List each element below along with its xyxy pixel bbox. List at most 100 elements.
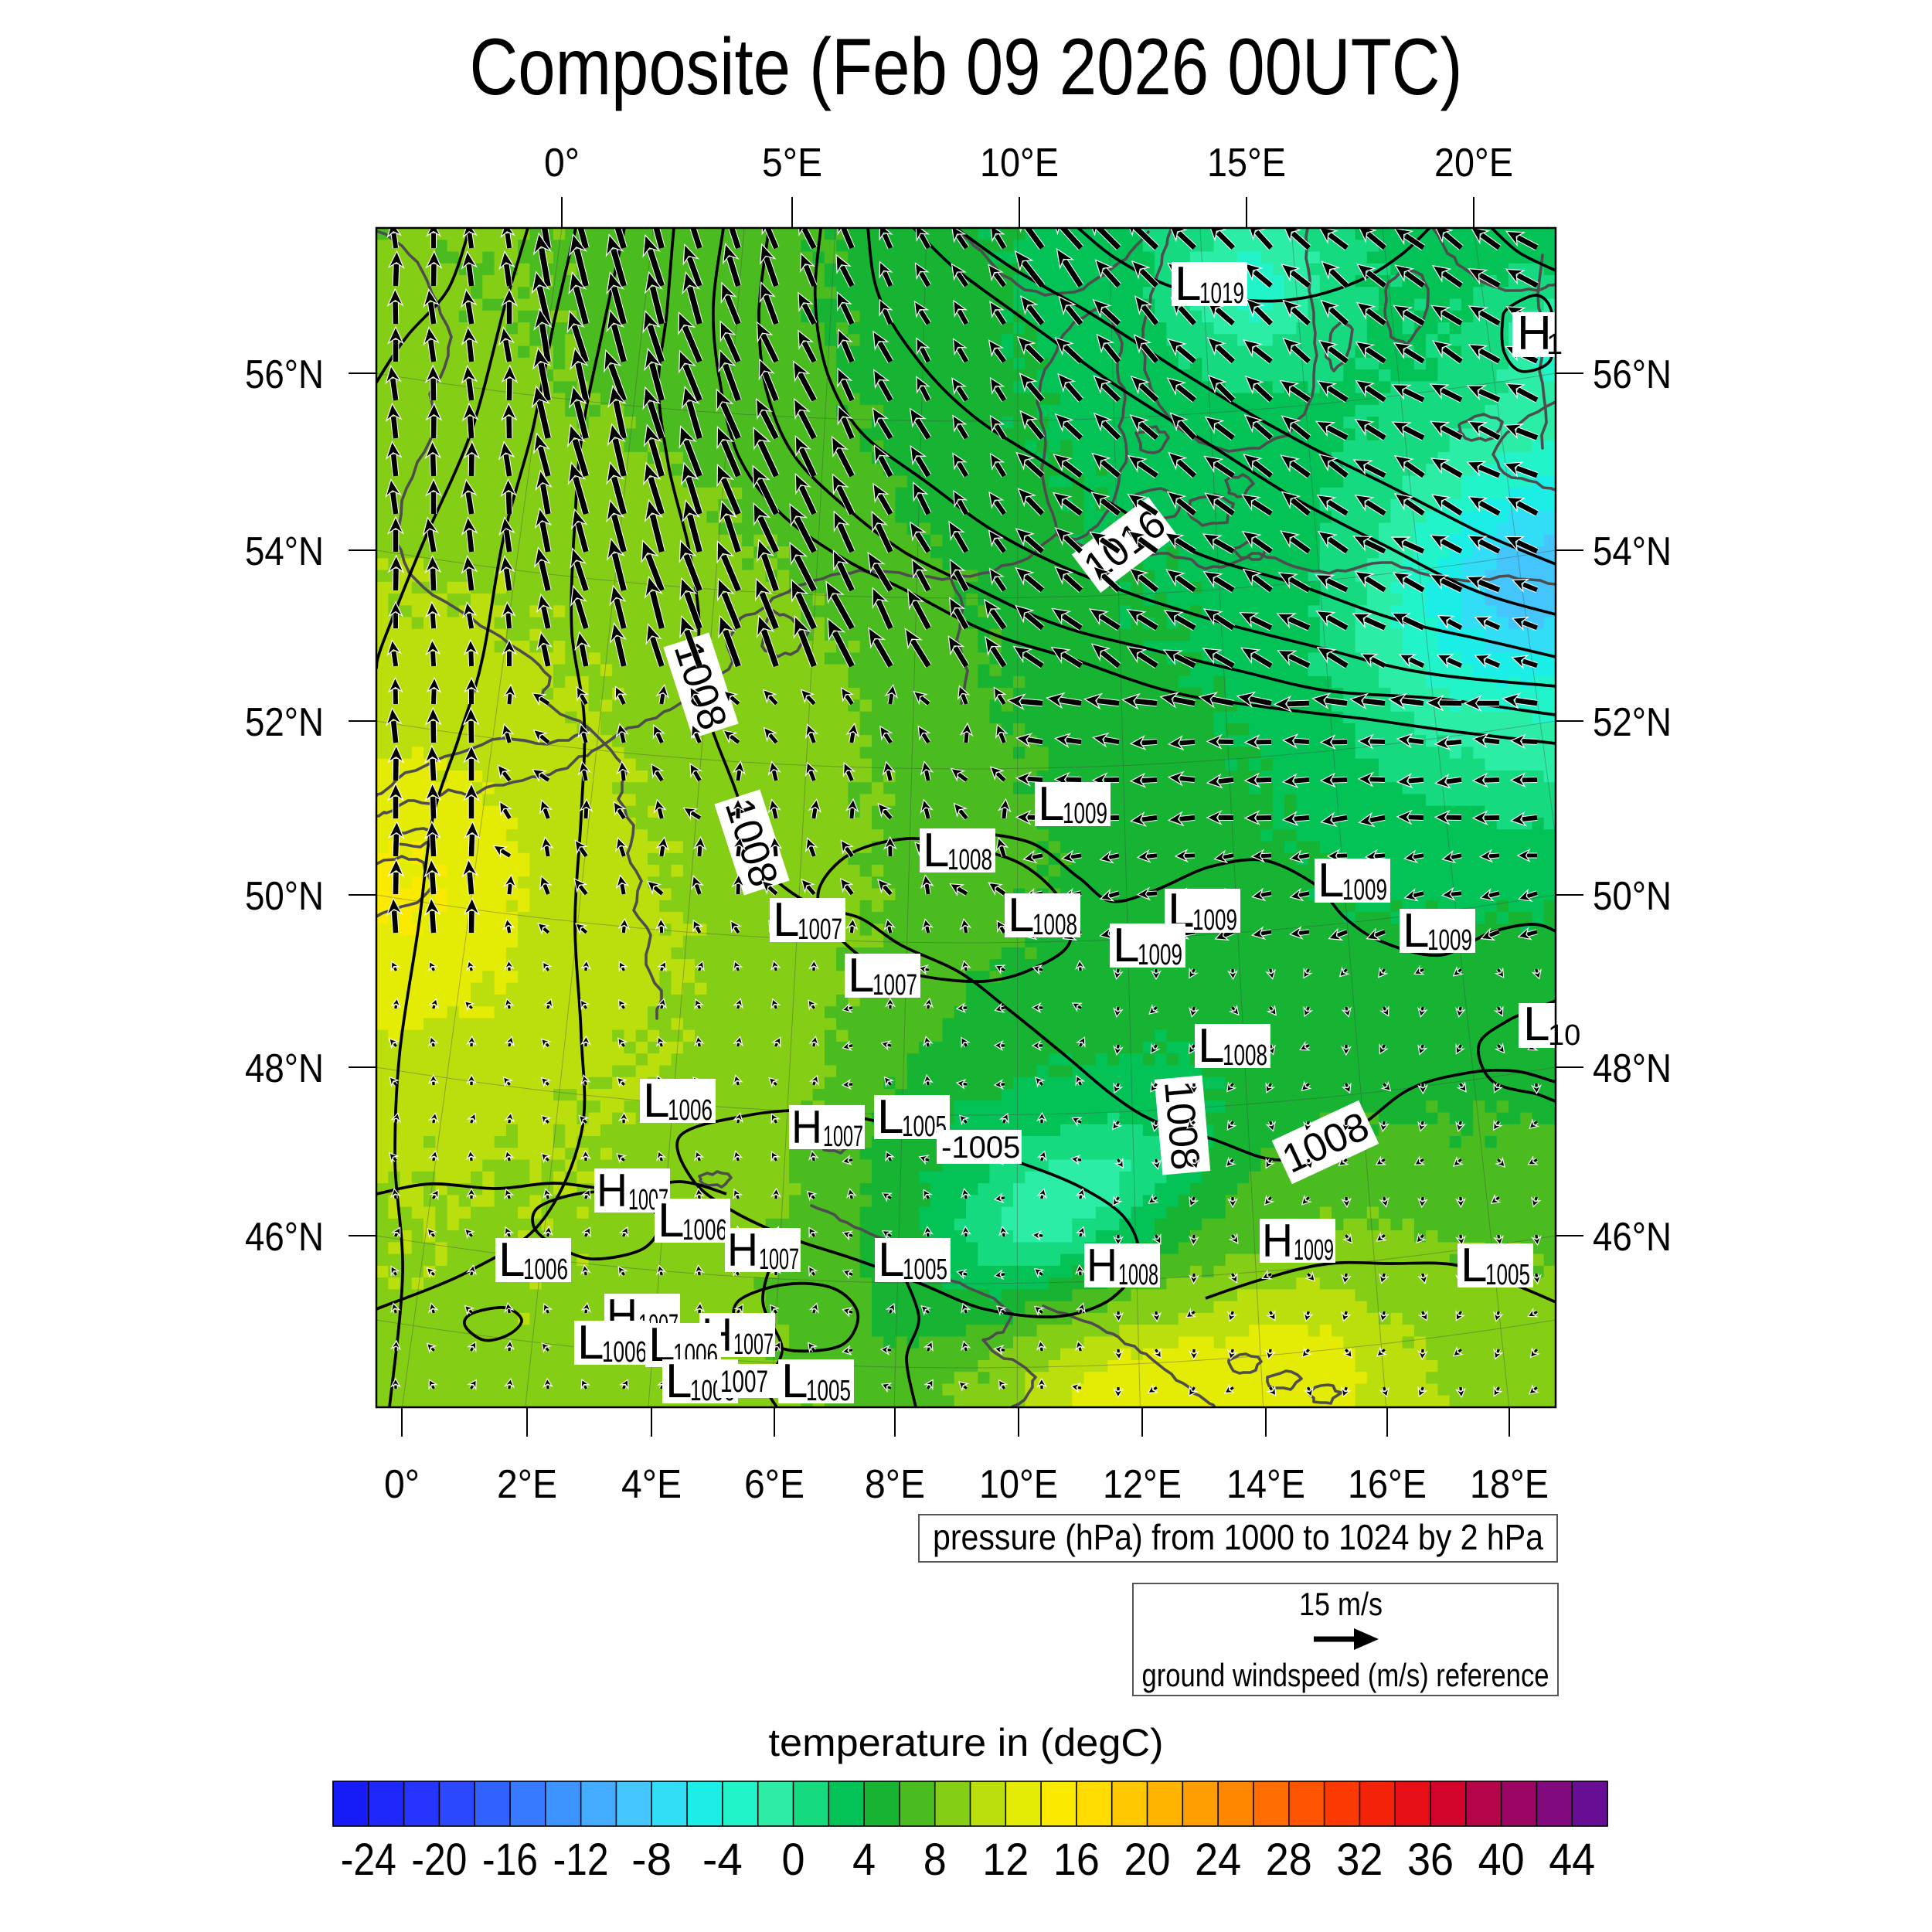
svg-text:15°E: 15°E (1207, 141, 1286, 185)
svg-text:56°N: 56°N (245, 352, 324, 397)
svg-text:12°E: 12°E (1103, 1462, 1182, 1507)
svg-text:1009: 1009 (1138, 939, 1182, 971)
svg-text:H: H (1087, 1240, 1117, 1291)
svg-text:L: L (1318, 854, 1344, 907)
svg-text:48°N: 48°N (1593, 1046, 1672, 1091)
svg-text:12: 12 (982, 1835, 1029, 1885)
svg-text:-1005: -1005 (941, 1131, 1020, 1165)
svg-text:6°E: 6°E (744, 1462, 804, 1507)
svg-text:16: 16 (1053, 1835, 1100, 1885)
svg-text:16°E: 16°E (1348, 1462, 1427, 1507)
svg-text:L: L (773, 893, 799, 947)
svg-text:48°N: 48°N (245, 1046, 324, 1091)
svg-text:1009: 1009 (1063, 798, 1107, 830)
svg-text:-16: -16 (482, 1835, 538, 1885)
svg-text:H: H (791, 1101, 822, 1153)
svg-text:8°E: 8°E (865, 1462, 925, 1507)
svg-text:56°N: 56°N (1593, 352, 1672, 397)
svg-text:L: L (923, 824, 949, 877)
svg-text:1007: 1007 (733, 1328, 774, 1361)
svg-text:-12: -12 (553, 1835, 609, 1885)
svg-text:1007: 1007 (720, 1365, 768, 1399)
svg-text:1005: 1005 (903, 1253, 947, 1286)
svg-text:L: L (577, 1316, 604, 1369)
svg-text:Composite (Feb 09 2026 00UTC): Composite (Feb 09 2026 00UTC) (470, 22, 1463, 112)
svg-text:1008: 1008 (1032, 909, 1077, 941)
svg-text:32: 32 (1336, 1835, 1383, 1885)
svg-text:H: H (1262, 1215, 1293, 1267)
svg-text:50°N: 50°N (245, 874, 324, 919)
svg-text:-20: -20 (411, 1835, 467, 1885)
svg-text:L: L (1113, 919, 1139, 972)
svg-text:1006: 1006 (682, 1214, 727, 1247)
svg-text:L: L (643, 1074, 669, 1128)
svg-text:1008: 1008 (1118, 1259, 1158, 1291)
svg-text:L: L (498, 1233, 525, 1287)
svg-text:L: L (781, 1355, 808, 1408)
svg-text:20°E: 20°E (1434, 141, 1513, 185)
svg-text:H: H (727, 1224, 758, 1276)
svg-text:10: 10 (1548, 1019, 1580, 1052)
svg-text:1007: 1007 (759, 1243, 799, 1276)
svg-text:36: 36 (1407, 1835, 1454, 1885)
svg-text:20: 20 (1124, 1835, 1171, 1885)
svg-text:44: 44 (1549, 1835, 1595, 1885)
svg-text:L: L (1403, 904, 1429, 957)
svg-text:8: 8 (923, 1835, 947, 1885)
svg-text:18°E: 18°E (1470, 1462, 1549, 1507)
svg-text:14°E: 14°E (1226, 1462, 1305, 1507)
svg-text:L: L (878, 1233, 904, 1287)
svg-text:pressure (hPa) from 1000 to 10: pressure (hPa) from 1000 to 1024 by 2 hP… (933, 1517, 1543, 1557)
svg-text:L: L (1523, 998, 1549, 1051)
svg-text:H: H (1517, 307, 1552, 360)
svg-text:40: 40 (1478, 1835, 1525, 1885)
svg-text:50°N: 50°N (1593, 874, 1672, 919)
svg-text:15 m/s: 15 m/s (1299, 1586, 1383, 1622)
svg-text:L: L (1038, 777, 1064, 831)
svg-text:1006: 1006 (523, 1253, 568, 1286)
svg-text:L: L (1461, 1239, 1487, 1292)
svg-text:1006: 1006 (668, 1094, 713, 1127)
svg-text:5°E: 5°E (762, 141, 822, 185)
svg-text:28: 28 (1266, 1835, 1312, 1885)
svg-text:4: 4 (852, 1835, 876, 1885)
svg-text:1008: 1008 (1155, 1079, 1208, 1172)
svg-text:-24: -24 (341, 1835, 396, 1885)
svg-text:0: 0 (782, 1835, 805, 1885)
svg-text:1008: 1008 (947, 844, 992, 876)
svg-text:1007: 1007 (798, 913, 842, 946)
svg-text:1009: 1009 (1192, 904, 1237, 937)
svg-text:1009: 1009 (1294, 1234, 1334, 1267)
svg-text:1006: 1006 (602, 1336, 647, 1369)
svg-text:1008: 1008 (1223, 1039, 1267, 1072)
svg-text:H: H (597, 1165, 628, 1216)
svg-text:1007: 1007 (823, 1121, 863, 1153)
svg-text:L: L (1175, 257, 1201, 311)
svg-text:1009: 1009 (1342, 874, 1387, 906)
svg-text:1005: 1005 (1485, 1259, 1530, 1291)
svg-text:54°N: 54°N (245, 529, 324, 574)
svg-text:-4: -4 (702, 1835, 743, 1885)
svg-text:2°E: 2°E (497, 1462, 557, 1507)
svg-text:52°N: 52°N (1593, 700, 1672, 745)
svg-text:L: L (658, 1194, 684, 1247)
svg-text:1009: 1009 (1427, 924, 1472, 957)
svg-text:1007: 1007 (872, 969, 917, 1002)
svg-text:46°N: 46°N (245, 1215, 324, 1260)
svg-text:ground windspeed (m/s) referen: ground windspeed (m/s) reference (1142, 1657, 1549, 1693)
svg-text:-8: -8 (631, 1835, 672, 1885)
svg-text:L: L (848, 949, 874, 1002)
svg-text:10°E: 10°E (980, 141, 1059, 185)
svg-text:1019: 1019 (1199, 277, 1244, 310)
svg-text:1: 1 (1546, 328, 1563, 361)
svg-text:L: L (1008, 889, 1034, 942)
svg-text:10°E: 10°E (979, 1462, 1058, 1507)
svg-text:0°: 0° (544, 141, 580, 185)
svg-text:46°N: 46°N (1593, 1215, 1672, 1260)
svg-text:54°N: 54°N (1593, 529, 1672, 574)
svg-text:4°E: 4°E (621, 1462, 682, 1507)
svg-text:1005: 1005 (806, 1375, 851, 1407)
svg-text:52°N: 52°N (245, 700, 324, 745)
svg-text:0°: 0° (384, 1462, 420, 1507)
svg-text:L: L (665, 1355, 692, 1408)
